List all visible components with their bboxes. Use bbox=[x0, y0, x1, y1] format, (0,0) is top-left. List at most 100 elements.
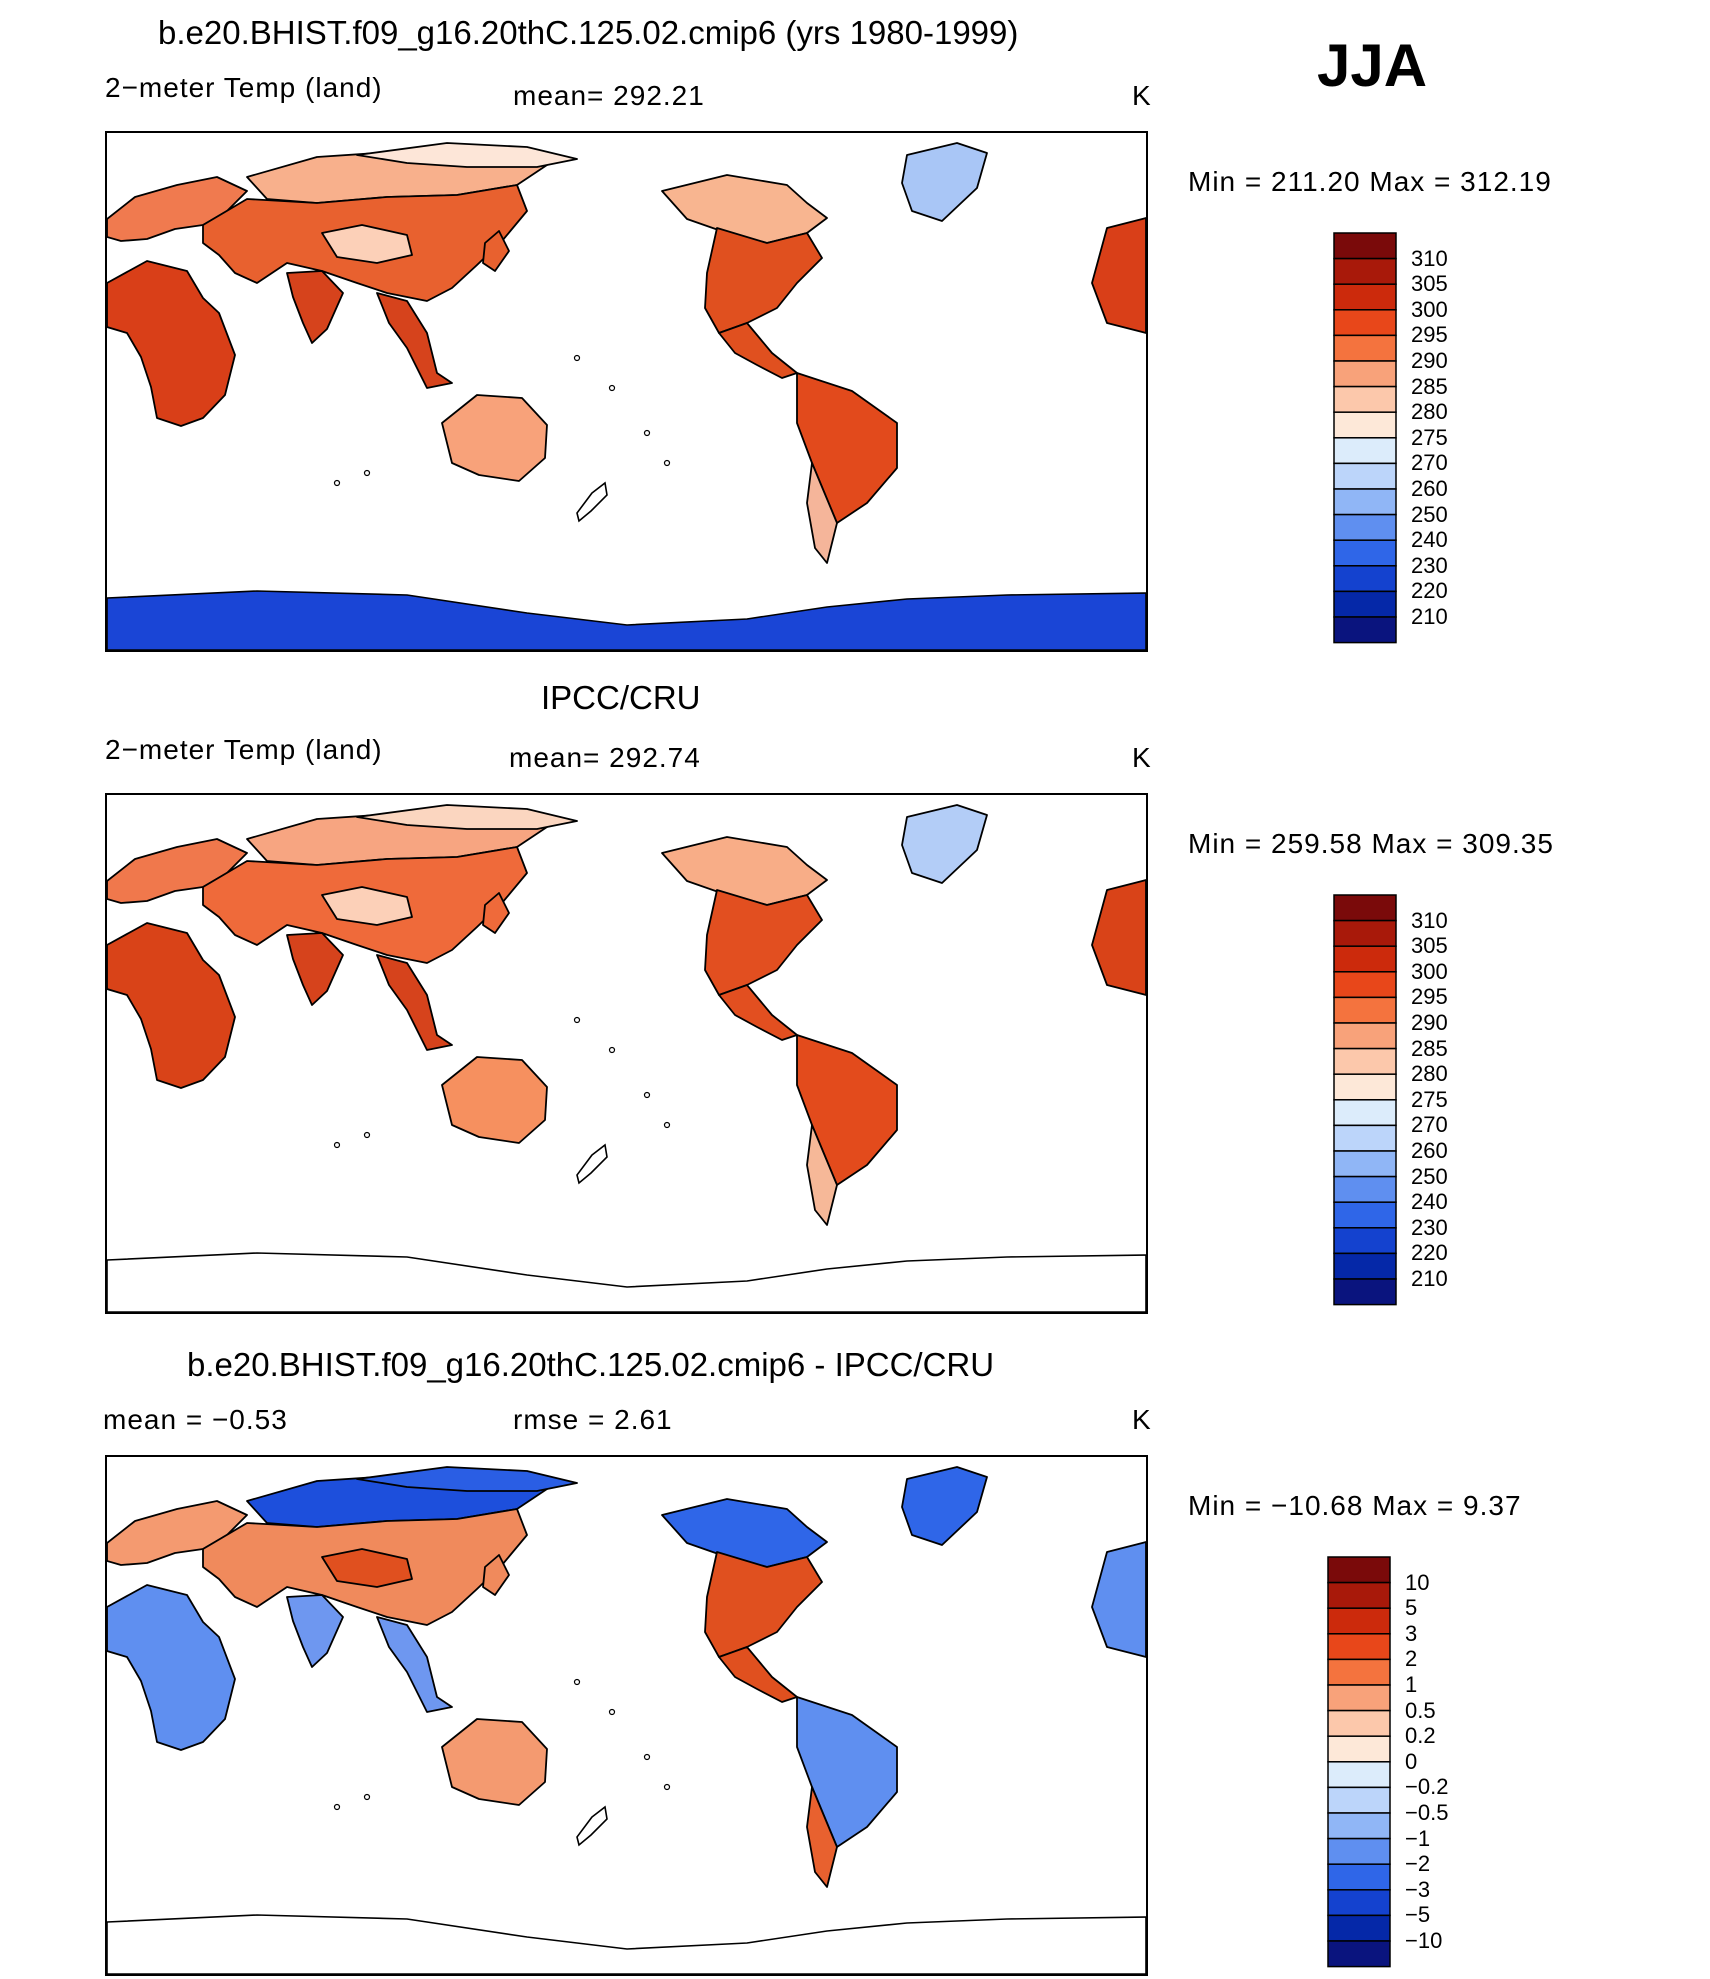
panel2-title: IPCC/CRU bbox=[541, 679, 701, 716]
land-region-namerica_s bbox=[704, 1551, 823, 1658]
colorbar-swatch bbox=[1333, 565, 1397, 593]
land-region-india bbox=[286, 932, 344, 1006]
colorbar-tick-label: 275 bbox=[1411, 1086, 1448, 1112]
colorbar-swatch bbox=[1327, 1684, 1391, 1712]
island-outline bbox=[363, 1793, 371, 1801]
colorbar-tick-label: 230 bbox=[1411, 1214, 1448, 1240]
panel2-left-label: 2−meter Temp (land) bbox=[105, 734, 383, 765]
colorbar-swatch bbox=[1333, 1124, 1397, 1152]
colorbar-swatch bbox=[1333, 257, 1397, 285]
colorbar-tick-label: 260 bbox=[1411, 476, 1448, 501]
colorbar-swatch bbox=[1333, 360, 1397, 388]
colorbar-tick-label: 210 bbox=[1411, 1266, 1448, 1291]
island-outline bbox=[643, 1091, 651, 1099]
colorbar-swatch bbox=[1333, 590, 1397, 618]
colorbar-swatch bbox=[1333, 945, 1397, 973]
panel1-minmax-label: Min = 211.20 Max = 312.19 bbox=[1188, 166, 1552, 197]
island-outline bbox=[363, 469, 371, 477]
colorbar-swatch bbox=[1327, 1709, 1391, 1737]
colorbar-swatch bbox=[1333, 894, 1397, 922]
colorbar-tick-label: 0 bbox=[1405, 1748, 1418, 1774]
colorbar-tick-label: 1 bbox=[1405, 1672, 1418, 1697]
colorbar-swatch bbox=[1333, 437, 1397, 465]
colorbar-tick-label: 220 bbox=[1411, 578, 1448, 604]
panel1-left-label: 2−meter Temp (land) bbox=[105, 72, 383, 103]
colorbar-tick-label: −3 bbox=[1405, 1876, 1431, 1902]
colorbar-swatch bbox=[1333, 1252, 1397, 1280]
colorbar-tick-label: −1 bbox=[1405, 1825, 1431, 1851]
land-region-arctic bbox=[356, 142, 578, 168]
colorbar-tick-label: 300 bbox=[1411, 958, 1448, 984]
land-region-africa bbox=[107, 260, 236, 427]
panel3-rmse-label: rmse = 2.61 bbox=[513, 1404, 673, 1435]
island-outline bbox=[333, 1803, 341, 1811]
colorbar-tick-label: 285 bbox=[1411, 1035, 1448, 1061]
land-region-tibet bbox=[321, 1548, 413, 1588]
colorbar-tick-label: −10 bbox=[1405, 1928, 1443, 1953]
land-region-arctic bbox=[356, 804, 578, 830]
colorbar-swatch bbox=[1333, 1227, 1397, 1255]
panel2-mean-label: mean= 292.74 bbox=[509, 742, 701, 773]
colorbar-tick-label: 310 bbox=[1411, 907, 1448, 933]
colorbar-swatch bbox=[1333, 411, 1397, 439]
colorbar-swatch bbox=[1327, 1581, 1391, 1609]
island-outline bbox=[643, 429, 651, 437]
colorbar-swatch bbox=[1327, 1837, 1391, 1865]
colorbar-tick-label: 275 bbox=[1411, 424, 1448, 450]
land-region-australia bbox=[441, 1056, 548, 1144]
colorbar-tick-label: −0.5 bbox=[1405, 1800, 1449, 1825]
colorbar-tick-label: 0.2 bbox=[1405, 1723, 1436, 1749]
land-region-seasia bbox=[376, 292, 453, 389]
colorbar-swatch bbox=[1327, 1889, 1391, 1917]
land-region-westafrica bbox=[1091, 217, 1146, 334]
island-outline bbox=[363, 1131, 371, 1139]
map-panel-model bbox=[105, 131, 1148, 652]
colorbar-swatch bbox=[1333, 616, 1397, 644]
land-region-namerica_n bbox=[661, 1498, 828, 1568]
colorbar-tick-label: 230 bbox=[1411, 552, 1448, 578]
colorbar-swatch bbox=[1333, 1278, 1397, 1306]
island-outline bbox=[608, 384, 616, 392]
colorbar-tick-label: 280 bbox=[1411, 399, 1448, 425]
colorbar-tick-label: 290 bbox=[1411, 348, 1448, 373]
panel3-title: b.e20.BHIST.f09_g16.20thC.125.02.cmip6 -… bbox=[187, 1346, 995, 1383]
colorbar-tick-label: 210 bbox=[1411, 604, 1448, 629]
colorbar-swatch bbox=[1327, 1812, 1391, 1840]
land-region-new-zealand bbox=[576, 1805, 608, 1847]
map-panel-observed bbox=[105, 793, 1148, 1314]
land-region-japan bbox=[482, 1554, 510, 1596]
colorbar-swatch bbox=[1333, 539, 1397, 567]
colorbar-tick-label: 240 bbox=[1411, 1189, 1448, 1215]
colorbar-tick-label: 305 bbox=[1411, 933, 1448, 959]
colorbar-swatch bbox=[1333, 309, 1397, 337]
land-region-tibet bbox=[321, 886, 413, 926]
panel3-minmax-label: Min = −10.68 Max = 9.37 bbox=[1188, 1490, 1522, 1521]
colorbar-swatch bbox=[1327, 1556, 1391, 1584]
land-region-samerica_s bbox=[806, 462, 838, 564]
colorbar-swatch bbox=[1333, 334, 1397, 362]
land-region-australia bbox=[441, 394, 548, 482]
island-outline bbox=[333, 1141, 341, 1149]
colorbar-tick-label: −2 bbox=[1405, 1851, 1431, 1877]
season-label: JJA bbox=[1317, 32, 1428, 99]
colorbar-swatch bbox=[1333, 1150, 1397, 1178]
panel3-mean-label: mean = −0.53 bbox=[103, 1404, 288, 1435]
colorbar-tick-label: 310 bbox=[1411, 245, 1448, 271]
colorbar-swatch bbox=[1327, 1940, 1391, 1968]
panel3-unit-label: K bbox=[1132, 1404, 1152, 1435]
land-region-namerica_n bbox=[661, 836, 828, 906]
island-outline bbox=[573, 1016, 581, 1024]
panel1-mean-label: mean= 292.21 bbox=[513, 80, 705, 111]
colorbar-tick-label: −5 bbox=[1405, 1902, 1431, 1928]
colorbar-swatch bbox=[1333, 283, 1397, 311]
land-region-japan bbox=[482, 230, 510, 272]
colorbar-tick-label: 220 bbox=[1411, 1240, 1448, 1266]
land-region-westafrica bbox=[1091, 1541, 1146, 1658]
land-region-namerica_s bbox=[704, 227, 823, 334]
colorbar-swatch bbox=[1333, 1073, 1397, 1101]
colorbar-swatch bbox=[1333, 1099, 1397, 1127]
colorbar-swatch bbox=[1333, 971, 1397, 999]
colorbar-swatch bbox=[1327, 1658, 1391, 1686]
colorbar-swatch bbox=[1333, 513, 1397, 541]
land-region-antarctica bbox=[107, 1914, 1146, 1974]
